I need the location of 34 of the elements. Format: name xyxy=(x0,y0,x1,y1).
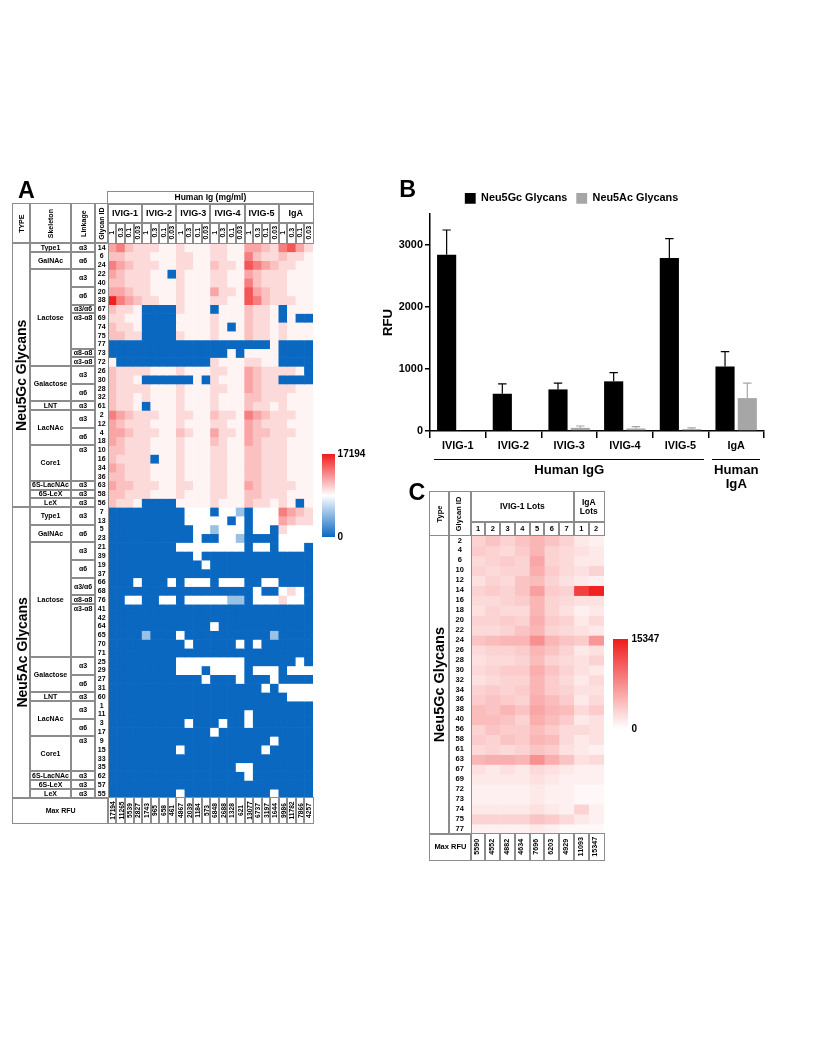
y-tick-label: 0 xyxy=(417,423,424,436)
x-tick-label: IVIG-5 xyxy=(664,439,697,452)
text: IVIG-5 xyxy=(248,207,275,219)
chart-title: C xyxy=(408,479,426,506)
color-bar-label: 17194 xyxy=(337,447,366,459)
legend-label: Neu5Gc Glycans xyxy=(481,191,568,204)
legend-label: Neu5Ac Glycans xyxy=(592,191,679,204)
y-axis-title: RFU xyxy=(379,308,395,336)
y-tick-label: 1000 xyxy=(398,361,424,374)
text: Neu5Ac Glycans xyxy=(13,597,30,708)
text: IgA xyxy=(288,207,304,219)
text: IVIG-3 xyxy=(180,207,207,219)
text: IVIG-2 xyxy=(146,207,173,219)
chart-title: B xyxy=(399,175,417,202)
y-tick-label: 2000 xyxy=(398,299,424,312)
text: IgA Lots xyxy=(578,496,599,516)
text: Neu5Gc Glycans xyxy=(430,626,448,743)
text: Human IgA xyxy=(713,461,760,492)
x-tick-label: IVIG-3 xyxy=(553,439,585,452)
color-bar-label: 15347 xyxy=(631,633,660,645)
text: IVIG-1 xyxy=(111,207,138,219)
text: Neu5Gc Glycans xyxy=(13,319,30,431)
x-tick-label: IVIG-2 xyxy=(497,439,530,452)
text: Human IgG xyxy=(533,461,606,478)
x-tick-label: IgA xyxy=(727,439,746,452)
color-bar-label: 0 xyxy=(631,723,637,735)
text: IVIG-4 xyxy=(214,207,241,219)
text: IVIG-1 Lots xyxy=(499,501,545,512)
x-tick-label: IVIG-1 xyxy=(442,439,474,452)
x-tick-label: IVIG-4 xyxy=(609,439,641,452)
x-axis-title: Human Ig (mg/ml) xyxy=(174,192,247,203)
y-tick-label: 3000 xyxy=(398,237,424,250)
color-bar-label: 0 xyxy=(337,531,344,543)
chart-title: A xyxy=(17,177,35,204)
